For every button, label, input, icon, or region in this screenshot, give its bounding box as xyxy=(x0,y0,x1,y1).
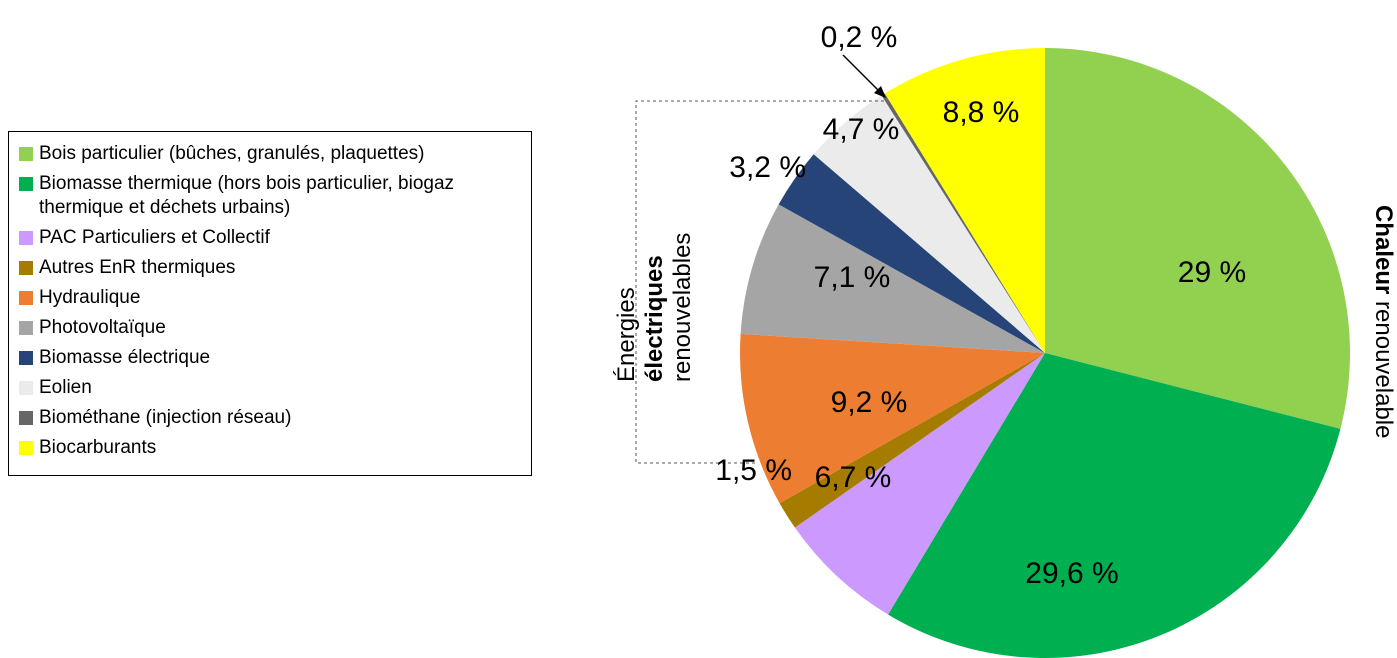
legend-label: Autres EnR thermiques xyxy=(39,257,236,278)
legend-item: Photovoltaïque xyxy=(19,316,529,340)
electric-group-bracket xyxy=(635,100,884,464)
pie-slice xyxy=(779,353,1045,528)
pie-slice xyxy=(881,93,1045,353)
slice-data-label: 29,6 % xyxy=(1025,557,1118,590)
electric-group-label: Énergiesélectriquesrenouvelables xyxy=(613,233,696,382)
pie-slice xyxy=(884,48,1045,353)
slice-data-label: 9,2 % xyxy=(831,386,908,419)
legend-item: Bois particulier (bûches, granulés, plaq… xyxy=(19,142,529,166)
slice-data-label: 7,1 % xyxy=(814,261,891,294)
slice-data-label: 8,8 % xyxy=(943,96,1020,129)
legend-swatch xyxy=(19,261,33,275)
leader-arrow xyxy=(874,86,886,98)
legend-label: Eolien xyxy=(39,377,92,398)
slice-data-label: 0,2 % xyxy=(821,21,898,54)
legend-swatch xyxy=(19,441,33,455)
legend-swatch xyxy=(19,231,33,245)
slice-data-label: 1,5 % xyxy=(715,454,792,487)
legend-item: Biocarburants xyxy=(19,436,529,460)
legend-swatch xyxy=(19,411,33,425)
slice-data-label: 29 % xyxy=(1178,256,1246,289)
legend-swatch xyxy=(19,351,33,365)
legend-item: Autres EnR thermiques xyxy=(19,256,529,280)
pie-slice xyxy=(794,353,1045,615)
legend: Bois particulier (bûches, granulés, plaq… xyxy=(8,131,532,476)
legend-swatch xyxy=(19,321,33,335)
legend-label: PAC Particuliers et Collectif xyxy=(39,227,270,248)
legend-item: Biométhane (injection réseau) xyxy=(19,406,529,430)
pie-slice xyxy=(739,333,1045,504)
legend-item: Biomasse thermique (hors bois particulie… xyxy=(19,172,529,220)
pie-slice xyxy=(740,204,1045,353)
pie-slice xyxy=(778,154,1045,353)
legend-item: Eolien xyxy=(19,376,529,400)
legend-label: Photovoltaïque xyxy=(39,317,166,338)
legend-swatch xyxy=(19,147,33,161)
legend-item: PAC Particuliers et Collectif xyxy=(19,226,529,250)
pie-slice xyxy=(1045,47,1351,429)
legend-item: Biomasse électrique xyxy=(19,346,529,370)
legend-label: Biométhane (injection réseau) xyxy=(39,407,292,428)
pie-slice xyxy=(813,95,1045,353)
legend-label: Biomasse thermique (hors bois particulie… xyxy=(39,173,455,218)
legend-swatch xyxy=(19,291,33,305)
legend-swatch xyxy=(19,381,33,395)
legend-swatch xyxy=(19,177,33,191)
legend-label: Biomasse électrique xyxy=(39,347,211,368)
leader-line xyxy=(842,54,883,95)
slice-data-label: 4,7 % xyxy=(823,113,900,146)
legend-label: Bois particulier (bûches, granulés, plaq… xyxy=(39,143,425,164)
legend-label: Biocarburants xyxy=(39,437,157,458)
slice-data-label: 3,2 % xyxy=(729,151,806,184)
slice-data-label: 6,7 % xyxy=(815,461,892,494)
legend-item: Hydraulique xyxy=(19,286,529,310)
legend-label: Hydraulique xyxy=(39,287,141,308)
pie-slice xyxy=(888,353,1341,658)
heat-group-label: Chaleur renouvelable xyxy=(1370,205,1397,438)
